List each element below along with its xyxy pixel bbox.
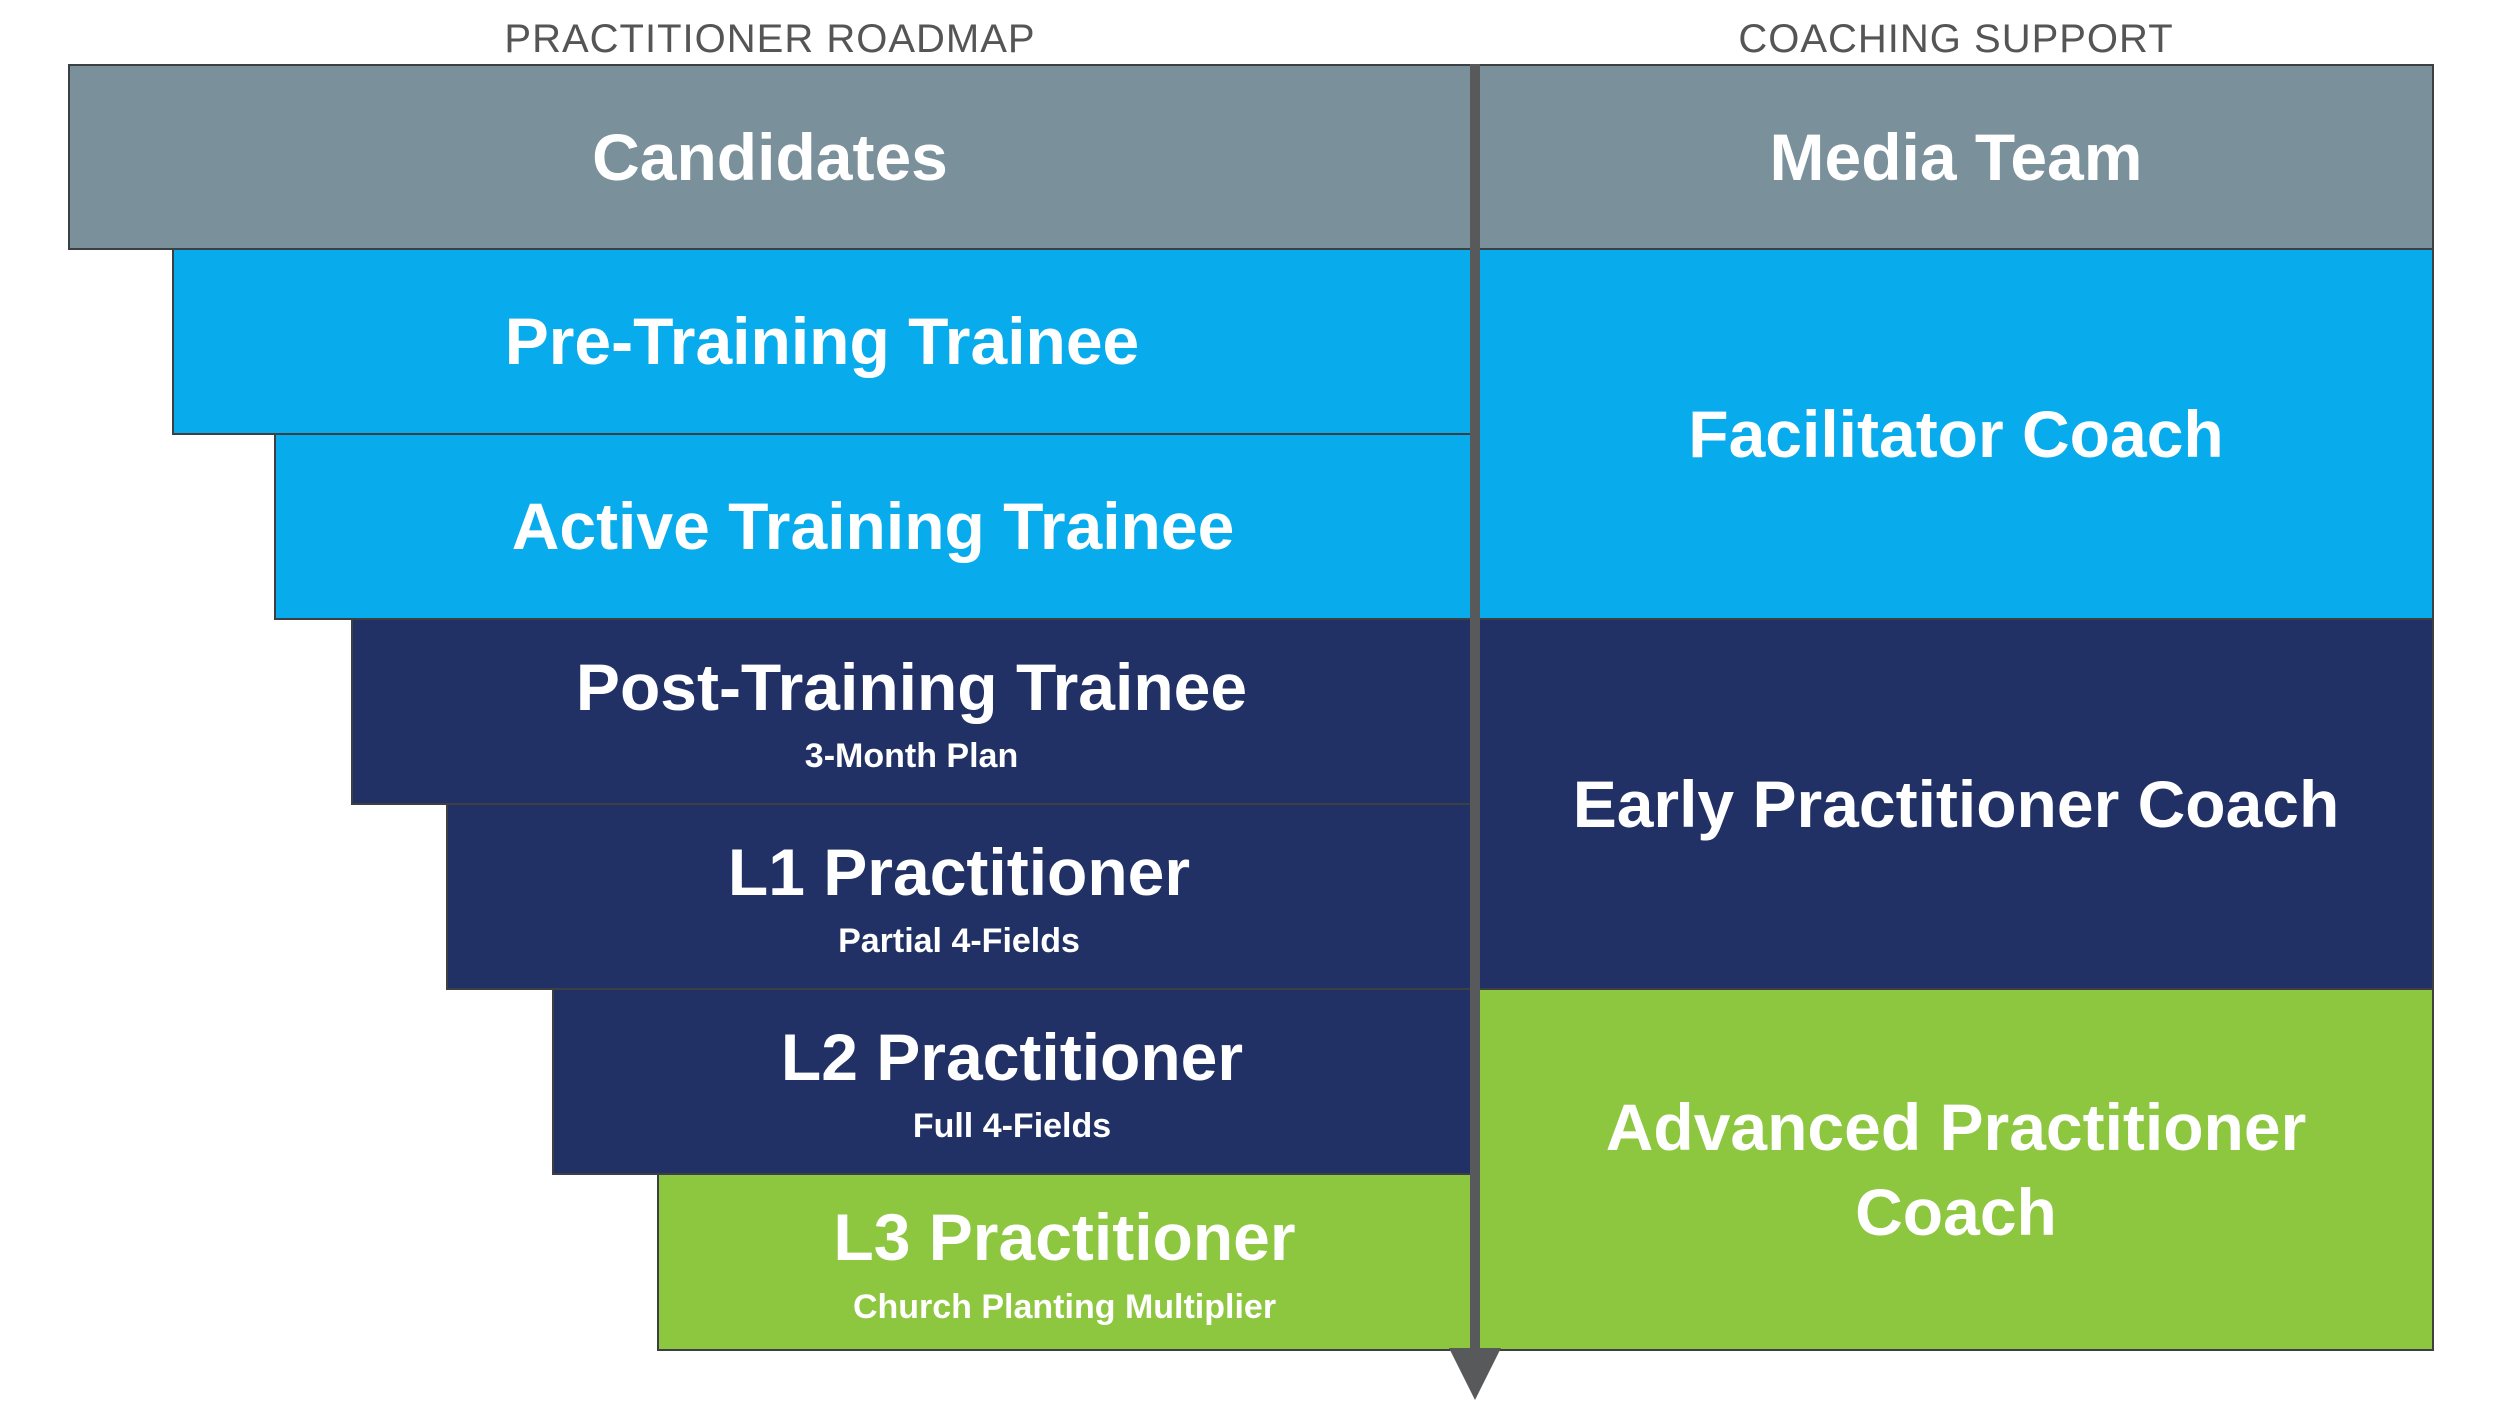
roadmap-step-active-training-trainee: Active Training Trainee [274, 433, 1472, 620]
arrow-down-icon [1449, 1348, 1501, 1400]
coaching-advanced-practitioner-coach: Advanced Practitioner Coach [1478, 988, 2434, 1351]
timeline-divider [1470, 64, 1480, 1374]
roadmap-step-pre-training-trainee: Pre-Training Trainee [172, 248, 1472, 435]
roadmap-step-candidates: Candidates [68, 64, 1472, 250]
roadmap-step-l1-practitioner: L1 Practitioner Partial 4-Fields [446, 803, 1472, 990]
coaching-title: Early Practitioner Coach [1572, 766, 2340, 841]
roadmap-step-subtitle: Full 4-Fields [912, 1107, 1112, 1146]
roadmap-column-title: PRACTITIONER ROADMAP [504, 17, 1036, 61]
roadmap-step-title: Candidates [592, 119, 948, 194]
roadmap-step-title: Post-Training Trainee [575, 649, 1248, 724]
coaching-title: Advanced Practitioner Coach [1605, 1089, 2307, 1249]
roadmap-step-title: L2 Practitioner [780, 1019, 1244, 1094]
coaching-title: Facilitator Coach [1688, 396, 2224, 471]
roadmap-step-title: L1 Practitioner [727, 834, 1191, 909]
roadmap-step-l3-practitioner: L3 Practitioner Church Planting Multipli… [657, 1173, 1472, 1351]
coaching-column-title: COACHING SUPPORT [1738, 17, 2174, 61]
roadmap-step-l2-practitioner: L2 Practitioner Full 4-Fields [552, 988, 1472, 1175]
roadmap-step-title: L3 Practitioner [833, 1200, 1296, 1275]
coaching-title: Media Team [1769, 119, 2143, 194]
coaching-facilitator-coach: Facilitator Coach [1478, 248, 2434, 620]
roadmap-step-title: Active Training Trainee [511, 489, 1235, 564]
coaching-media-team: Media Team [1478, 64, 2434, 250]
roadmap-step-subtitle: Partial 4-Fields [838, 922, 1080, 961]
roadmap-step-post-training-trainee: Post-Training Trainee 3-Month Plan [351, 618, 1472, 805]
coaching-early-practitioner-coach: Early Practitioner Coach [1478, 618, 2434, 990]
roadmap-step-title: Pre-Training Trainee [504, 304, 1140, 379]
roadmap-step-subtitle: 3-Month Plan [804, 737, 1019, 776]
roadmap-step-subtitle: Church Planting Multiplier [852, 1287, 1277, 1326]
